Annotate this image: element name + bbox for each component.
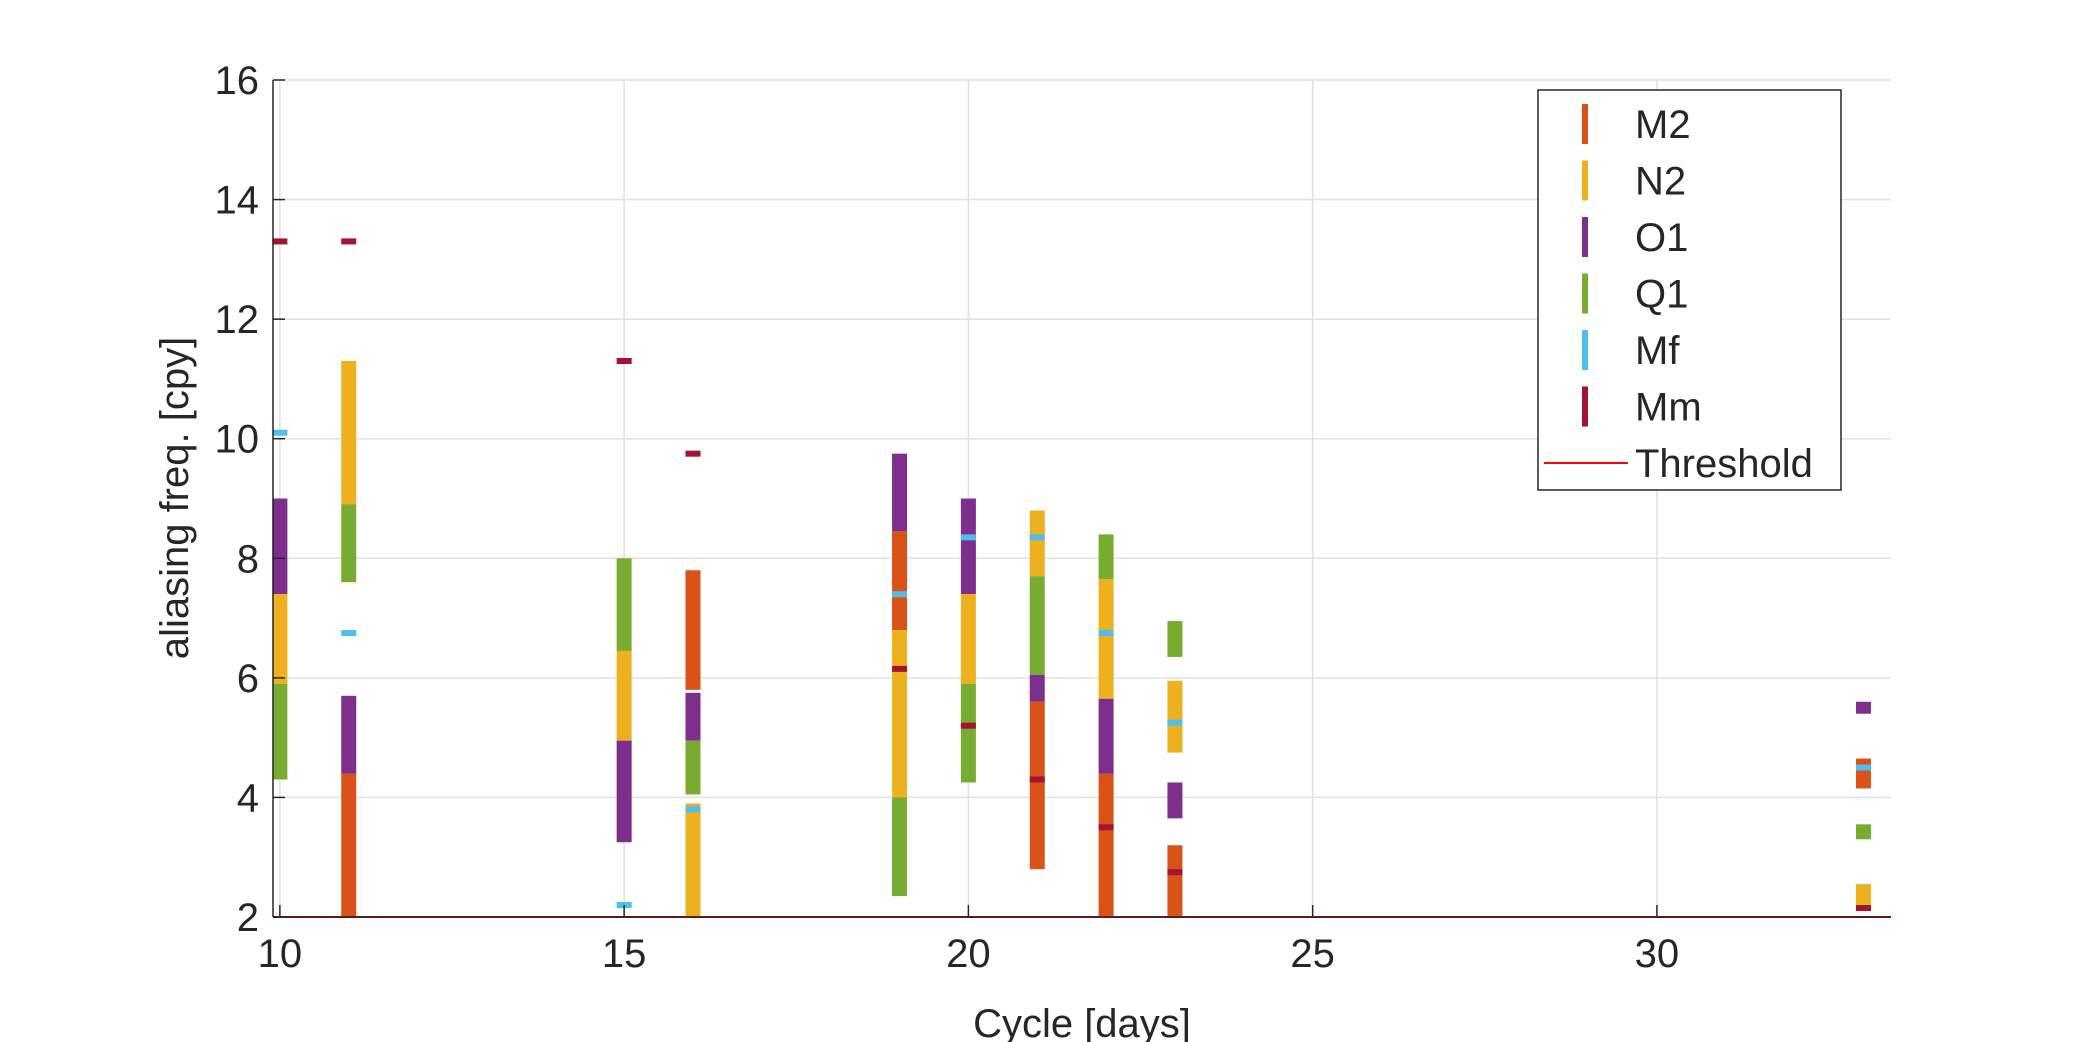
range-bars: [272, 360, 1871, 917]
y-tick-label: 12: [215, 298, 260, 342]
mark-mf: [1167, 719, 1183, 726]
y-tick-labels: 2 4 6 8 10 12 14 16: [215, 59, 260, 940]
range-bar-m2: [1855, 758, 1871, 789]
mark-mm: [1855, 905, 1871, 912]
legend-swatch-n2: [1582, 160, 1588, 201]
range-bar-o1: [616, 740, 632, 843]
range-bar-m2: [892, 531, 908, 631]
range-bar-n2: [616, 650, 632, 741]
y-tick-label: 14: [215, 179, 260, 223]
x-axis-label: Cycle [days]: [973, 1002, 1191, 1042]
range-bar-q1: [1098, 534, 1114, 580]
range-bar-n2: [341, 360, 357, 505]
y-tick-label: 10: [215, 418, 260, 462]
x-tick-label: 30: [1635, 932, 1680, 976]
legend-box: [1537, 89, 1842, 491]
x-tick-labels: 10 15 20 25 30: [258, 932, 1680, 976]
legend-swatch-o1: [1582, 217, 1588, 257]
legend-label-mf: Mf: [1635, 329, 1680, 373]
range-bar-q1: [960, 683, 976, 783]
mark-mf: [1855, 764, 1871, 771]
mark-mm: [272, 238, 288, 245]
mark-mm: [892, 665, 908, 672]
legend: M2 N2 O1 Q1 Mf Mm Threshold: [1537, 89, 1842, 491]
legend-label-o1: O1: [1635, 216, 1688, 260]
range-bar-q1: [1855, 824, 1871, 840]
y-tick-label: 2: [237, 896, 259, 940]
range-bar-o1: [272, 498, 288, 595]
mark-mm: [685, 450, 701, 457]
legend-swatch-m2: [1582, 104, 1588, 144]
range-bar-n2: [960, 594, 976, 684]
mark-mm: [616, 357, 632, 364]
mark-mf: [685, 806, 701, 813]
range-bar-o1: [1098, 698, 1114, 774]
mark-mm: [1029, 776, 1045, 783]
range-bar-o1: [1855, 701, 1871, 714]
x-tick-label: 15: [602, 932, 647, 976]
mark-mf: [341, 630, 357, 637]
range-bar-n2: [1029, 510, 1045, 577]
range-bar-n2: [685, 803, 701, 917]
range-bar-o1: [1029, 674, 1045, 702]
mark-mm: [341, 238, 357, 245]
range-bar-m2: [341, 773, 357, 917]
x-tick-label: 25: [1290, 932, 1335, 976]
range-bar-o1: [685, 692, 701, 741]
range-bar-q1: [1167, 621, 1183, 657]
legend-label-threshold: Threshold: [1635, 442, 1813, 486]
range-bar-n2: [892, 630, 908, 798]
range-bar-m2: [1167, 845, 1183, 917]
y-tick-label: 8: [237, 537, 259, 581]
legend-label-n2: N2: [1635, 160, 1686, 204]
mark-mm: [1098, 824, 1114, 831]
legend-label-mm: Mm: [1635, 386, 1702, 430]
range-bar-q1: [272, 683, 288, 780]
range-bar-q1: [341, 504, 357, 583]
range-bar-o1: [341, 695, 357, 774]
x-tick-label: 10: [258, 932, 303, 976]
legend-swatch-q1: [1582, 273, 1588, 314]
mark-mf: [1029, 534, 1045, 541]
mark-mf: [960, 534, 976, 541]
mark-mm: [960, 722, 976, 729]
legend-swatch-mf: [1582, 330, 1588, 370]
range-bar-n2: [1855, 884, 1871, 912]
y-tick-label: 16: [215, 59, 260, 103]
y-tick-label: 6: [237, 657, 259, 701]
range-bar-n2: [1167, 680, 1183, 753]
range-bar-q1: [892, 797, 908, 897]
range-bar-m2: [685, 570, 701, 690]
mark-mm: [1167, 869, 1183, 876]
range-bar-o1: [960, 498, 976, 595]
range-bar-q1: [685, 740, 701, 795]
range-bar-m2: [1098, 773, 1114, 917]
range-bar-m2: [1029, 701, 1045, 870]
range-bar-o1: [1167, 782, 1183, 819]
x-tick-label: 20: [946, 932, 991, 976]
range-bar-q1: [1029, 576, 1045, 675]
legend-label-q1: Q1: [1635, 273, 1688, 317]
mark-mf: [272, 429, 288, 436]
axes: [272, 79, 1891, 918]
range-bar-o1: [892, 453, 908, 532]
y-axis-label: aliasing freq. [cpy]: [153, 337, 197, 659]
range-bar-n2: [1098, 579, 1114, 699]
mark-mf: [1098, 630, 1114, 637]
range-bar-n2: [272, 594, 288, 684]
legend-label-m2: M2: [1635, 103, 1691, 147]
legend-swatch-mm: [1582, 386, 1588, 427]
mark-mf: [892, 591, 908, 598]
range-bar-q1: [616, 558, 632, 651]
y-tick-label: 4: [237, 776, 259, 820]
